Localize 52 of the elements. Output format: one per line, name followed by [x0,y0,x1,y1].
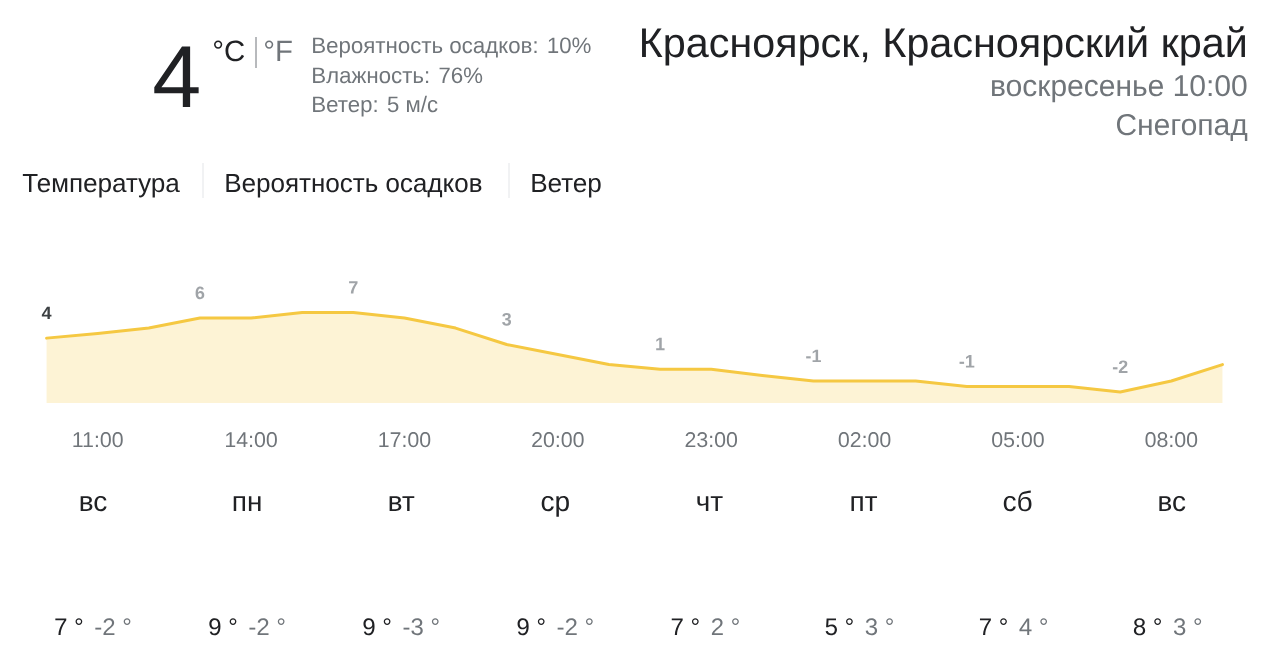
data-label: 1 [656,337,665,351]
text: вс [80,495,107,512]
text: Ветер [532,174,601,198]
x-tick-label: 11:00 [73,432,123,448]
text: Вероятность осадков [226,174,482,198]
text: ср [541,495,569,517]
text: Снегопад [1116,114,1248,141]
text: 4 ° [1019,618,1048,635]
data-label: 7 [349,281,358,294]
text: -2 ° [557,618,593,635]
text: 7 ° [671,618,699,635]
text: воскресенье 10:00 [992,75,1247,103]
text: вс [1159,495,1186,512]
text: 4 [154,46,199,107]
text: 8 ° [1133,618,1161,636]
x-tick-label: 08:00 [1145,432,1198,448]
text: 9 ° [363,618,391,636]
x-tick-label: 14:00 [226,432,277,448]
text: °F [265,40,292,61]
text: 9 ° [209,618,237,636]
text: 3 ° [865,618,893,636]
text: -3 ° [403,618,439,636]
text: чт [697,496,723,511]
data-label: 4 [41,306,52,320]
text: 2 ° [711,618,739,635]
text: Вероятность осадков: 10% [313,37,591,58]
text: Красноярск, Красноярский край [642,26,1245,66]
text: -2 ° [249,618,285,635]
text: °C [214,40,245,62]
data-label: 6 [195,286,205,300]
x-tick-label: 23:00 [685,432,738,448]
x-tick-label: 02:00 [838,432,891,448]
text: пт [851,496,878,511]
text: 7 ° [979,618,1007,635]
data-label: -2 [1112,360,1128,373]
text: Ветер: 5 м/с [313,95,438,117]
text: сб [1003,490,1032,512]
data-label: -1 [806,349,821,363]
data-label: 3 [502,312,512,326]
x-tick-label: 05:00 [992,432,1044,448]
data-label: -1 [959,355,975,368]
text: 9 ° [517,618,545,636]
text: 7 ° [55,618,83,635]
text: 5 ° [825,618,853,636]
text: 3 ° [1173,618,1202,636]
text: вт [389,496,415,511]
text: Влажность: 76% [313,67,483,84]
text: пн [233,496,261,511]
text: -2 ° [95,618,131,635]
chart-title: Температура [22,174,180,198]
x-tick-label: 17:00 [379,432,431,448]
x-tick-label: 20:00 [532,432,584,448]
